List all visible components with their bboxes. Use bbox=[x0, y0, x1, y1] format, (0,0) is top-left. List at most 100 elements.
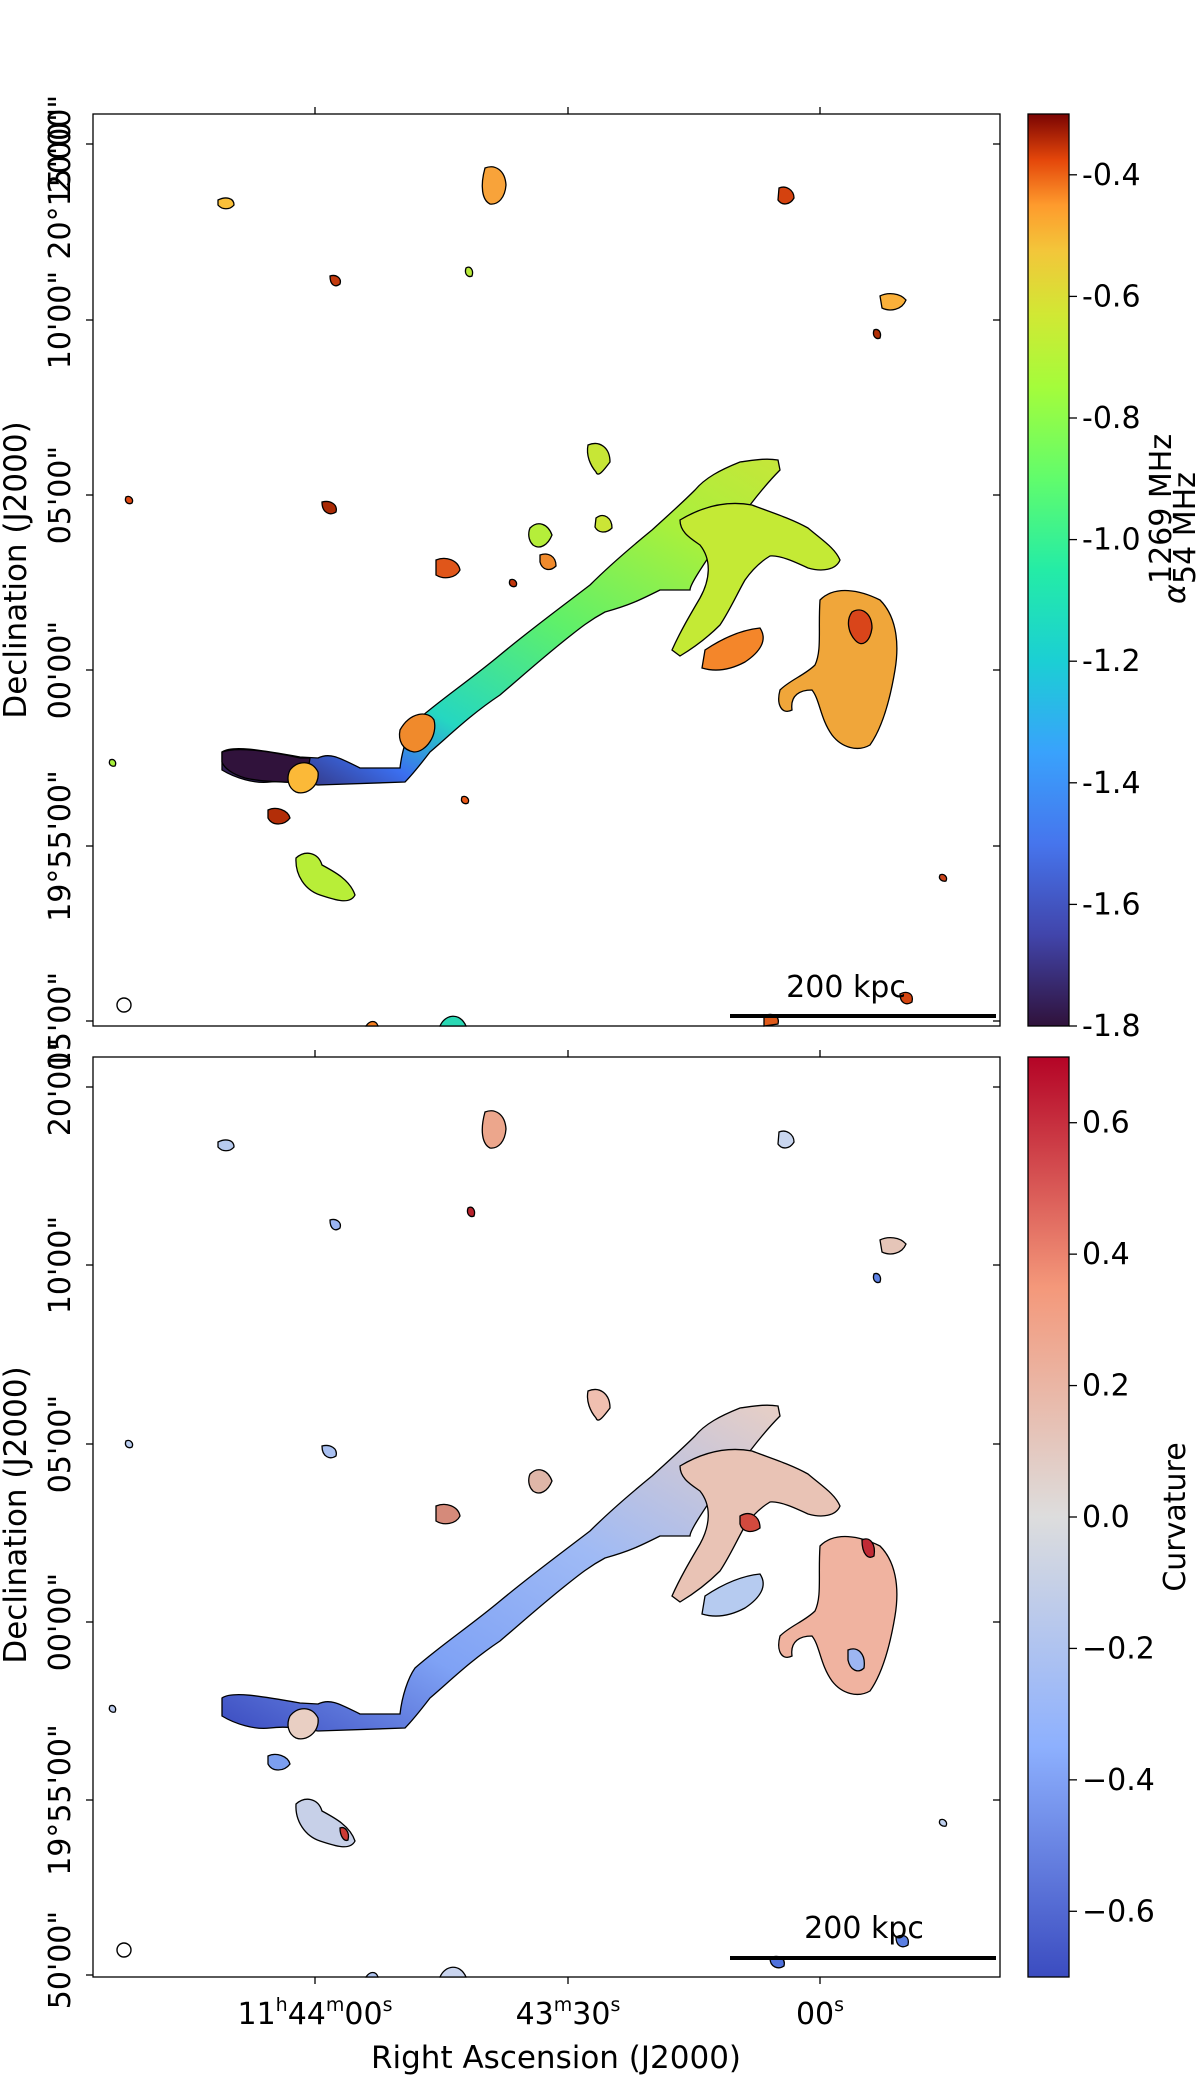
compact-source bbox=[124, 495, 134, 505]
lobe-far-right-core bbox=[847, 609, 873, 645]
colorbar-tick-label: 0.6 bbox=[1082, 1106, 1130, 1141]
y-tick-label: 50'00" bbox=[43, 1911, 78, 2009]
colorbar-tick-label: -0.6 bbox=[1082, 279, 1141, 314]
lobe-right-lower bbox=[701, 1573, 764, 1617]
lobe-right-upper bbox=[671, 502, 841, 657]
hotspot-left bbox=[287, 1708, 319, 1740]
compact-source bbox=[108, 758, 117, 767]
compact-source bbox=[435, 557, 461, 579]
compact-source bbox=[124, 1439, 134, 1449]
lobe-far-right-blue bbox=[847, 1648, 865, 1672]
x-tick-label: 00s bbox=[796, 1994, 844, 2032]
compact-source bbox=[466, 1206, 476, 1218]
panel-spectral-index: 20°15'00" 20'00" 10'00" 05'00" 00'00" 19… bbox=[0, 95, 1200, 1070]
compact-source bbox=[217, 197, 235, 210]
colorbar-tick-label: −0.2 bbox=[1082, 1631, 1155, 1666]
y-tick-label: 10'00" bbox=[43, 1216, 78, 1314]
y-ticks bbox=[86, 1050, 1000, 1984]
beam-ellipse bbox=[116, 1942, 132, 1958]
compact-source bbox=[460, 795, 470, 805]
x-tick-label: 43m30s bbox=[516, 1994, 621, 2032]
colorbar-tick-label: -1.2 bbox=[1082, 644, 1141, 679]
compact-source bbox=[339, 1826, 350, 1842]
colorbar-tick-label: -1.4 bbox=[1082, 766, 1141, 801]
colorbar-tick-label: -0.4 bbox=[1082, 158, 1141, 193]
cb-label-sup: 1269 MHz bbox=[1144, 434, 1179, 584]
y-tick-label: 00'00" bbox=[43, 621, 78, 719]
compact-source bbox=[899, 991, 914, 1005]
colorbar-tick-label: 0.4 bbox=[1082, 1237, 1130, 1272]
compact-source bbox=[777, 1130, 795, 1149]
plot-frame bbox=[92, 1056, 1001, 1978]
y-ticks bbox=[86, 107, 1000, 1022]
colorbar-tick-label: 0.2 bbox=[1082, 1369, 1130, 1404]
colorbar-tick-label: -0.8 bbox=[1082, 401, 1141, 436]
y-tick-label: 19°55'00" bbox=[43, 1724, 78, 1876]
y-axis-title: Declination (J2000) bbox=[0, 1366, 34, 1663]
compact-source bbox=[879, 293, 907, 311]
colorbar-label: α 1269 MHz 54 MHz bbox=[1144, 434, 1200, 604]
compact-source bbox=[329, 1218, 342, 1231]
radio-sources bbox=[108, 1110, 948, 1978]
y-tick-top: 20°15'00" bbox=[43, 108, 78, 260]
hotspot-left bbox=[287, 762, 319, 794]
compact-source bbox=[879, 1237, 907, 1255]
lobe-far-right bbox=[778, 1535, 898, 1695]
hotspot-mid bbox=[398, 713, 436, 753]
compact-source bbox=[295, 1798, 356, 1848]
colorbar-tick-label: −0.6 bbox=[1082, 1894, 1155, 1929]
compact-source bbox=[872, 1272, 882, 1284]
lobe-right-orange bbox=[701, 627, 764, 671]
lobe-far-right-core bbox=[861, 1538, 876, 1558]
radio-sources bbox=[108, 166, 948, 1027]
lobe-right-small2 bbox=[594, 514, 613, 533]
y-tick-label: 10'00" bbox=[43, 271, 78, 369]
colorbar bbox=[1027, 1056, 1070, 1978]
compact-source bbox=[777, 186, 795, 205]
compact-source bbox=[364, 1971, 379, 1978]
colorbar-tick-label: 0.0 bbox=[1082, 1500, 1130, 1535]
x-axis-title: Right Ascension (J2000) bbox=[371, 2040, 741, 2075]
lobe-right-red bbox=[739, 1513, 761, 1533]
y-tick-label: 05'00" bbox=[43, 1395, 78, 1493]
compact-source bbox=[267, 807, 291, 825]
scale-bar-label: 200 kpc bbox=[786, 970, 906, 1005]
compact-source bbox=[539, 553, 557, 571]
lobe-right-top bbox=[586, 1388, 611, 1421]
lobe-right-upper bbox=[671, 1448, 841, 1603]
colorbar-tick-label: -1.6 bbox=[1082, 887, 1141, 922]
compact-source bbox=[364, 1020, 379, 1027]
y-axis-title: Declination (J2000) bbox=[0, 421, 34, 718]
compact-source bbox=[295, 852, 356, 902]
lobe-right-small bbox=[528, 1469, 553, 1494]
plot-frame bbox=[92, 113, 1001, 1027]
colorbar bbox=[1027, 113, 1070, 1027]
compact-source bbox=[108, 1704, 117, 1713]
colorbar-label: Curvature bbox=[1158, 1442, 1193, 1591]
y-tick-label: 20'00" bbox=[43, 1038, 78, 1136]
cb-label-alpha: α bbox=[1158, 584, 1193, 604]
cb-label-sub: 54 MHz bbox=[1168, 472, 1200, 584]
colorbar-tick-label: −0.4 bbox=[1082, 1763, 1155, 1798]
y-tick-label: 15'00" bbox=[43, 972, 78, 1070]
compact-source bbox=[267, 1753, 291, 1771]
compact-source bbox=[872, 328, 882, 340]
compact-source bbox=[321, 500, 337, 515]
y-tick-label: 20'00" bbox=[43, 95, 78, 193]
compact-source bbox=[481, 166, 507, 205]
y-tick-label: 19°55'00" bbox=[43, 770, 78, 922]
compact-source bbox=[439, 1966, 467, 1978]
compact-source bbox=[895, 1934, 910, 1948]
compact-source bbox=[321, 1444, 337, 1459]
compact-source bbox=[508, 578, 518, 588]
compact-source bbox=[481, 1110, 507, 1149]
x-tick-label: 11h44m00s bbox=[237, 1994, 392, 2032]
colorbar-ticks: -0.4 -0.6 -0.8 -1.0 -1.2 -1.4 -1.6 -1.8 bbox=[1069, 158, 1141, 1044]
colorbar-tick-label: -1.8 bbox=[1082, 1009, 1141, 1044]
compact-source bbox=[217, 1139, 235, 1152]
lobe-right-small bbox=[528, 523, 553, 548]
compact-source bbox=[464, 266, 474, 278]
scale-bar-label: 200 kpc bbox=[804, 1911, 924, 1946]
compact-source bbox=[938, 873, 948, 882]
